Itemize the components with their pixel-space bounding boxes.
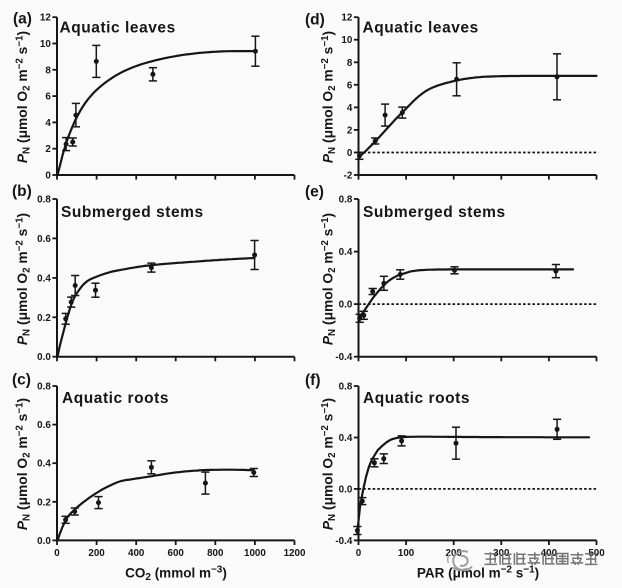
svg-text:12: 12 xyxy=(341,13,352,24)
svg-text:1200: 1200 xyxy=(284,548,306,559)
svg-text:(c): (c) xyxy=(12,372,31,389)
svg-text:800: 800 xyxy=(207,548,224,559)
svg-text:10: 10 xyxy=(341,35,352,46)
svg-text:400: 400 xyxy=(541,548,558,559)
svg-text:8: 8 xyxy=(347,58,353,69)
svg-text:8: 8 xyxy=(45,65,51,76)
svg-text:(e): (e) xyxy=(305,184,324,201)
svg-text:0.6: 0.6 xyxy=(37,234,51,245)
svg-text:(d): (d) xyxy=(305,12,325,29)
svg-text:300: 300 xyxy=(493,548,510,559)
svg-text:12: 12 xyxy=(40,13,51,24)
svg-text:PN (μmol O2 m−2 s−1): PN (μmol O2 m−2 s−1) xyxy=(15,213,33,345)
svg-text:PN (μmol O2 m−2 s−1): PN (μmol O2 m−2 s−1) xyxy=(320,398,338,530)
svg-text:400: 400 xyxy=(128,548,145,559)
svg-text:0.0: 0.0 xyxy=(339,300,353,311)
svg-text:0.4: 0.4 xyxy=(339,433,353,444)
svg-text:0.8: 0.8 xyxy=(37,195,51,206)
svg-text:(a): (a) xyxy=(13,11,32,28)
svg-text:-0.4: -0.4 xyxy=(335,536,352,547)
svg-text:0.8: 0.8 xyxy=(339,195,353,206)
svg-text:200: 200 xyxy=(446,548,463,559)
svg-text:0.4: 0.4 xyxy=(37,273,51,284)
svg-text:0: 0 xyxy=(54,548,60,559)
svg-text:0: 0 xyxy=(356,548,362,559)
svg-text:-2: -2 xyxy=(344,171,353,182)
svg-text:6: 6 xyxy=(347,80,353,91)
svg-text:PN (μmol O2 m−2 s−1): PN (μmol O2 m−2 s−1) xyxy=(320,213,338,345)
svg-text:0.4: 0.4 xyxy=(37,459,51,470)
svg-text:CO2 (mmol m−3): CO2 (mmol m−3) xyxy=(125,565,227,584)
svg-text:2: 2 xyxy=(347,125,353,136)
svg-text:4: 4 xyxy=(45,118,51,129)
svg-text:Aquatic roots: Aquatic roots xyxy=(62,390,169,407)
svg-text:0.6: 0.6 xyxy=(37,420,51,431)
svg-text:0.0: 0.0 xyxy=(37,352,51,363)
svg-text:0.0: 0.0 xyxy=(339,484,353,495)
svg-text:0.8: 0.8 xyxy=(339,382,353,393)
svg-text:0: 0 xyxy=(347,148,353,159)
svg-text:0.0: 0.0 xyxy=(37,536,51,547)
svg-text:0.4: 0.4 xyxy=(339,247,353,258)
svg-text:PN (μmol O2 m−2 s−1): PN (μmol O2 m−2 s−1) xyxy=(320,31,338,163)
svg-text:PN (μmol O2 m−2 s−1): PN (μmol O2 m−2 s−1) xyxy=(15,31,33,163)
svg-text:1000: 1000 xyxy=(244,548,266,559)
svg-text:Submerged stems: Submerged stems xyxy=(363,204,506,221)
svg-text:Aquatic leaves: Aquatic leaves xyxy=(60,20,176,37)
svg-text:0.2: 0.2 xyxy=(37,313,51,324)
svg-text:Aquatic roots: Aquatic roots xyxy=(363,390,470,407)
svg-text:0.2: 0.2 xyxy=(37,497,51,508)
svg-text:Submerged stems: Submerged stems xyxy=(61,204,204,221)
svg-text:(b): (b) xyxy=(12,183,32,200)
svg-text:0.8: 0.8 xyxy=(37,382,51,393)
svg-text:PN (μmol O2 m−2 s−1): PN (μmol O2 m−2 s−1) xyxy=(15,398,33,530)
svg-text:6: 6 xyxy=(45,92,51,103)
svg-text:600: 600 xyxy=(168,548,185,559)
svg-text:10: 10 xyxy=(40,39,51,50)
svg-text:100: 100 xyxy=(398,548,415,559)
svg-text:PAR (μmol m−2 s−1): PAR (μmol m−2 s−1) xyxy=(417,565,539,581)
svg-text:(f): (f) xyxy=(305,372,321,389)
svg-text:0: 0 xyxy=(45,171,51,182)
svg-text:-0.4: -0.4 xyxy=(335,352,352,363)
svg-text:4: 4 xyxy=(347,103,353,114)
svg-text:Aquatic leaves: Aquatic leaves xyxy=(363,20,479,37)
svg-text:200: 200 xyxy=(88,548,105,559)
svg-text:2: 2 xyxy=(45,144,51,155)
